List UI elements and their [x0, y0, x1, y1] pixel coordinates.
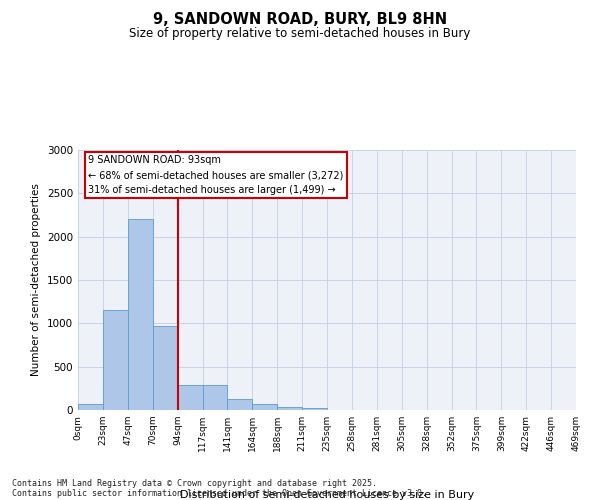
- Bar: [203, 385, 227, 410]
- Bar: [178, 385, 203, 410]
- Bar: [128, 220, 153, 410]
- Text: Contains public sector information licensed under the Open Government Licence v3: Contains public sector information licen…: [12, 488, 427, 498]
- Bar: [78, 404, 103, 410]
- Y-axis label: Number of semi-detached properties: Number of semi-detached properties: [31, 184, 41, 376]
- Bar: [302, 408, 327, 410]
- Bar: [253, 404, 277, 410]
- Bar: [227, 398, 253, 410]
- Bar: [152, 326, 178, 410]
- Bar: [103, 310, 128, 410]
- Text: Size of property relative to semi-detached houses in Bury: Size of property relative to semi-detach…: [130, 28, 470, 40]
- X-axis label: Distribution of semi-detached houses by size in Bury: Distribution of semi-detached houses by …: [180, 490, 474, 500]
- Bar: [277, 406, 302, 410]
- Text: Contains HM Land Registry data © Crown copyright and database right 2025.: Contains HM Land Registry data © Crown c…: [12, 478, 377, 488]
- Text: 9 SANDOWN ROAD: 93sqm
← 68% of semi-detached houses are smaller (3,272)
31% of s: 9 SANDOWN ROAD: 93sqm ← 68% of semi-deta…: [88, 155, 343, 195]
- Text: 9, SANDOWN ROAD, BURY, BL9 8HN: 9, SANDOWN ROAD, BURY, BL9 8HN: [153, 12, 447, 28]
